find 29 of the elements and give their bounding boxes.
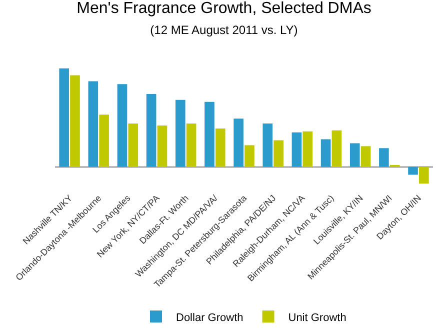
bar <box>332 130 342 167</box>
bar <box>292 132 302 167</box>
bar <box>157 126 168 167</box>
bar <box>244 145 254 167</box>
bar <box>234 118 244 167</box>
bar <box>204 102 214 167</box>
bar <box>59 68 69 167</box>
bar <box>360 146 371 167</box>
legend-label: Dollar Growth <box>176 312 244 324</box>
bar <box>320 139 331 167</box>
bar <box>408 166 418 175</box>
legend-label: Unit Growth <box>288 312 346 324</box>
bar <box>419 166 429 184</box>
bar <box>88 81 98 167</box>
bar <box>274 140 284 167</box>
bar <box>117 84 128 167</box>
bar <box>379 148 389 167</box>
chart-subtitle: (12 ME August 2011 vs. LY) <box>150 23 298 38</box>
bar <box>302 131 313 167</box>
bar <box>99 114 109 167</box>
bar <box>215 128 226 167</box>
bar <box>262 124 273 167</box>
bar <box>186 124 196 167</box>
bar <box>128 124 138 167</box>
bar <box>350 143 360 167</box>
bar <box>146 94 156 167</box>
bar <box>70 75 80 167</box>
bar <box>175 100 186 167</box>
chart-title: Men's Fragrance Growth, Selected DMAs <box>76 0 372 18</box>
